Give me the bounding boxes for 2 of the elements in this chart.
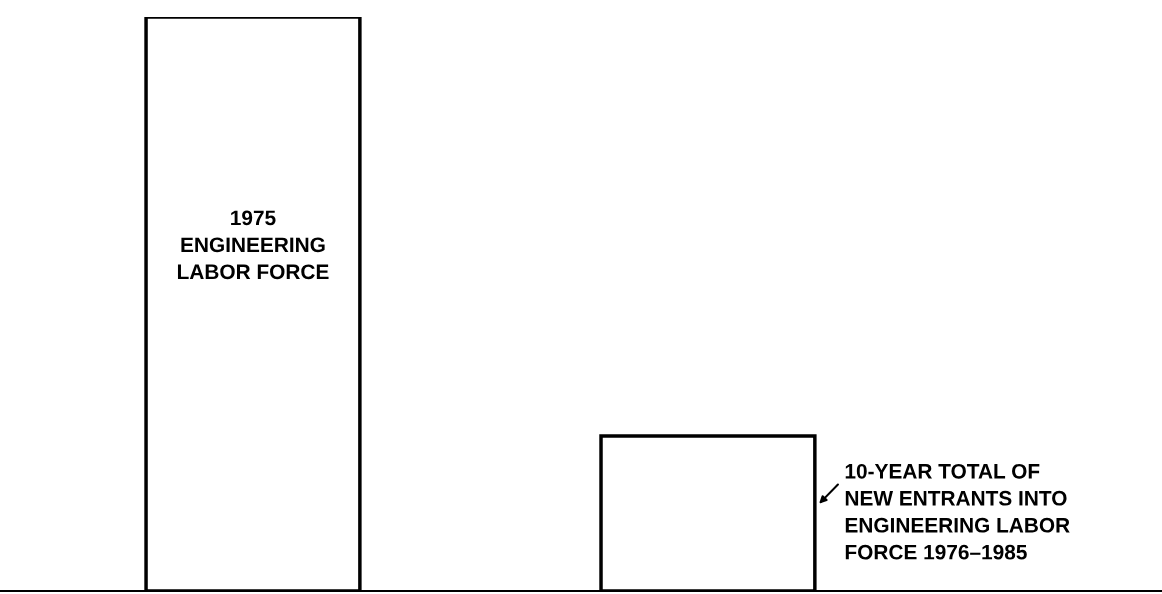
annotation: 1975 ENGINEERING LABOR FORCE [177, 210, 329, 280]
annotation: 10-YEAR TOTAL OF NEW ENTRANTS INTO ENGINEERING LABOR FORCE 1976–1985 [845, 463, 1070, 560]
